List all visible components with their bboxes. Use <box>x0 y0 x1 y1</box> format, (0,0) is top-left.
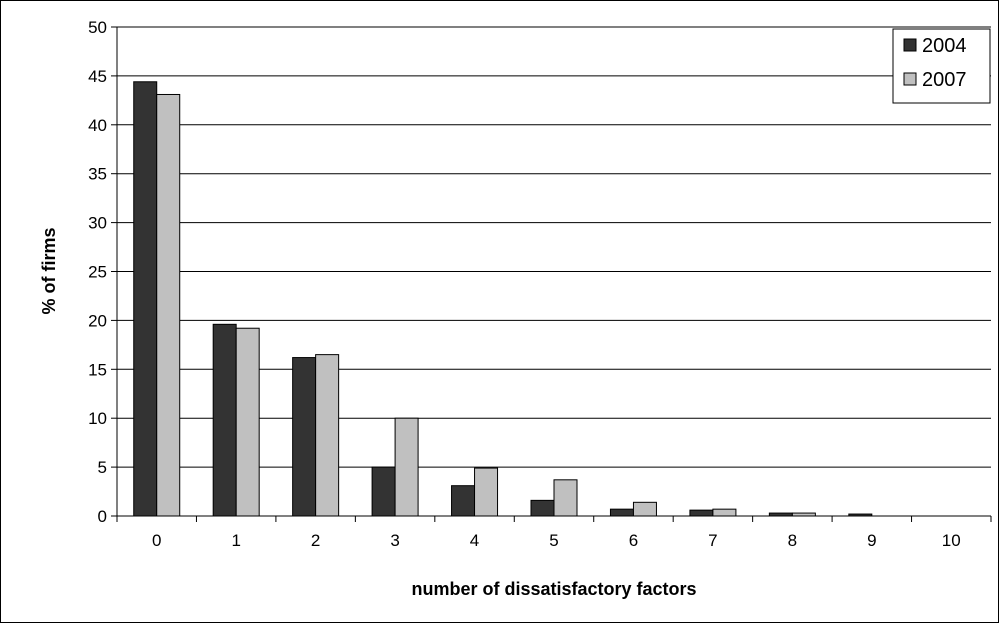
bar-2004-5 <box>530 499 555 517</box>
x-tick-label: 3 <box>390 531 399 550</box>
bar-2004-1 <box>212 323 237 517</box>
x-tick-label: 0 <box>152 531 161 550</box>
bar-2007-5 <box>553 479 578 517</box>
legend-swatch-2007 <box>903 72 917 86</box>
y-tick-label: 40 <box>88 116 107 135</box>
bars <box>133 81 873 517</box>
bar-2007-4 <box>474 467 499 517</box>
gridlines <box>111 26 991 517</box>
x-tick-label: 5 <box>549 531 558 550</box>
x-tick-label: 10 <box>942 531 961 550</box>
x-tick-label: 1 <box>231 531 240 550</box>
legend-swatch-2004 <box>903 38 917 52</box>
x-tick-label: 6 <box>629 531 638 550</box>
bar-2004-7 <box>689 509 714 517</box>
y-tick-label: 25 <box>88 263 107 282</box>
y-tick-label: 10 <box>88 409 107 428</box>
bar-2004-6 <box>609 508 634 517</box>
axes <box>116 27 992 522</box>
bar-2004-3 <box>371 466 396 517</box>
x-tick-label: 9 <box>867 531 876 550</box>
x-tick-label: 2 <box>311 531 320 550</box>
bar-2004-2 <box>292 357 317 517</box>
bar-2007-3 <box>394 417 419 517</box>
bar-2007-6 <box>632 501 657 517</box>
legend-label-2007: 2007 <box>922 69 967 91</box>
y-tick-label: 50 <box>88 18 107 37</box>
y-tick-label: 35 <box>88 165 107 184</box>
x-axis-title: number of dissatisfactory factors <box>411 579 696 599</box>
y-tick-label: 15 <box>88 360 107 379</box>
bar-2007-1 <box>235 327 260 517</box>
y-tick-label: 5 <box>98 458 107 477</box>
bar-2007-7 <box>712 508 737 517</box>
legend-label-2004: 2004 <box>922 35 967 57</box>
y-tick-label: 0 <box>98 507 107 526</box>
bar-2007-0 <box>156 93 181 517</box>
bar-2007-2 <box>315 354 340 517</box>
x-tick-label: 4 <box>470 531 479 550</box>
bar-2004-0 <box>133 81 158 517</box>
y-tick-labels: 0 5 10 15 20 25 30 35 40 45 50 <box>88 18 107 526</box>
y-tick-label: 45 <box>88 67 107 86</box>
x-tick-label: 8 <box>788 531 797 550</box>
bar-2004-4 <box>451 485 476 517</box>
y-tick-label: 20 <box>88 311 107 330</box>
y-axis-title: % of firms <box>39 227 59 314</box>
legend: 2004 2007 <box>892 28 991 104</box>
x-tick-labels: 0 1 2 3 4 5 6 7 8 9 10 <box>152 531 961 550</box>
y-tick-label: 30 <box>88 214 107 233</box>
x-tick-label: 7 <box>708 531 717 550</box>
